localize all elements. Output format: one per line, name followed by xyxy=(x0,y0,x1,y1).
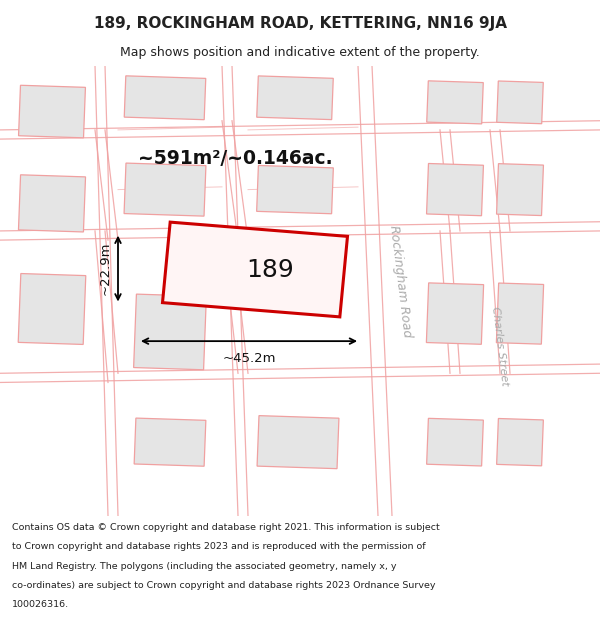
Polygon shape xyxy=(257,416,339,469)
Polygon shape xyxy=(18,274,86,344)
Polygon shape xyxy=(134,418,206,466)
Polygon shape xyxy=(427,418,484,466)
Polygon shape xyxy=(124,76,206,120)
Polygon shape xyxy=(124,163,206,216)
Text: HM Land Registry. The polygons (including the associated geometry, namely x, y: HM Land Registry. The polygons (includin… xyxy=(12,561,397,571)
Text: co-ordinates) are subject to Crown copyright and database rights 2023 Ordnance S: co-ordinates) are subject to Crown copyr… xyxy=(12,581,436,590)
Polygon shape xyxy=(19,85,85,138)
Polygon shape xyxy=(497,81,543,124)
Text: ~22.9m: ~22.9m xyxy=(99,242,112,296)
Polygon shape xyxy=(497,164,544,216)
Polygon shape xyxy=(497,419,544,466)
Text: ~45.2m: ~45.2m xyxy=(222,352,276,365)
Text: 100026316.: 100026316. xyxy=(12,600,69,609)
Text: ~591m²/~0.146ac.: ~591m²/~0.146ac. xyxy=(137,149,332,169)
Text: Map shows position and indicative extent of the property.: Map shows position and indicative extent… xyxy=(120,46,480,59)
Polygon shape xyxy=(427,283,484,344)
Polygon shape xyxy=(19,175,86,232)
Text: Contains OS data © Crown copyright and database right 2021. This information is : Contains OS data © Crown copyright and d… xyxy=(12,523,440,532)
Text: Rockingham Road: Rockingham Road xyxy=(386,224,413,338)
Polygon shape xyxy=(427,81,483,124)
Polygon shape xyxy=(496,283,544,344)
Text: Charles Street: Charles Street xyxy=(490,306,510,386)
Polygon shape xyxy=(427,164,484,216)
Text: to Crown copyright and database rights 2023 and is reproduced with the permissio: to Crown copyright and database rights 2… xyxy=(12,542,425,551)
Polygon shape xyxy=(163,222,347,317)
Polygon shape xyxy=(257,76,333,119)
Text: 189, ROCKINGHAM ROAD, KETTERING, NN16 9JA: 189, ROCKINGHAM ROAD, KETTERING, NN16 9J… xyxy=(94,16,506,31)
Text: 189: 189 xyxy=(246,258,294,281)
Polygon shape xyxy=(134,294,206,370)
Polygon shape xyxy=(257,166,334,214)
